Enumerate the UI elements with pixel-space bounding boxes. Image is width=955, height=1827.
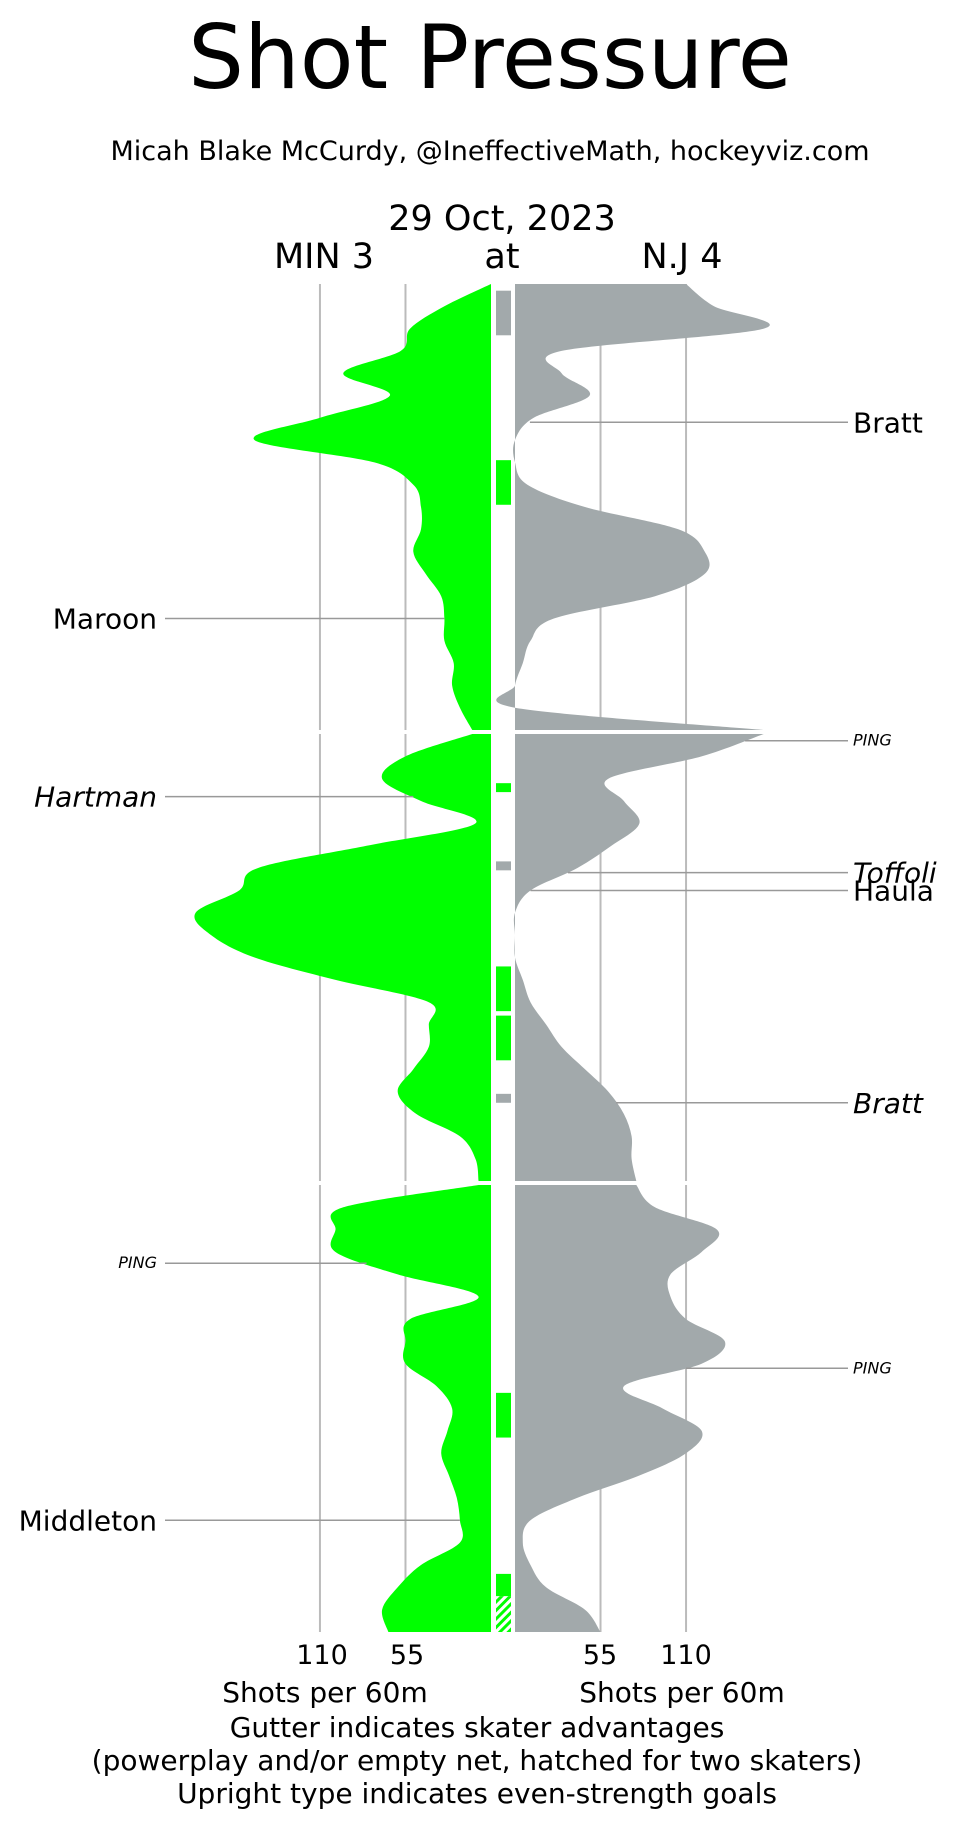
goal-label-7: Bratt — [853, 1087, 924, 1120]
gutter-block-5 — [496, 966, 511, 1012]
home-area-period-3 — [515, 1185, 726, 1632]
away-area-period-2 — [194, 734, 492, 1181]
game-date: 29 Oct, 2023 — [388, 199, 616, 239]
home-area-period-1 — [496, 284, 770, 730]
away-tick-110: 110 — [296, 1640, 348, 1671]
chart-title: Shot Pressure — [188, 6, 792, 109]
shot-rate-areas — [194, 284, 770, 1632]
gutter-block-4 — [496, 861, 511, 871]
goal-label-2: Maroon — [53, 603, 157, 636]
gutter-block-10 — [496, 1596, 511, 1632]
gutter-block-3 — [496, 783, 511, 793]
gutter-block-7 — [496, 1093, 511, 1103]
home-tick-110: 110 — [660, 1640, 712, 1671]
footnote-line-1: Gutter indicates skater advantages — [230, 1711, 725, 1744]
home-team-score: N.J 4 — [641, 237, 722, 277]
chart-subtitle: Micah Blake McCurdy, @IneffectiveMath, h… — [110, 136, 869, 167]
goal-label-6: Haula — [853, 875, 934, 908]
gutter-block-2 — [496, 460, 511, 505]
gutter-block-6 — [496, 1015, 511, 1061]
goal-label-8: PING — [118, 1253, 157, 1272]
at-label: at — [484, 237, 519, 277]
away-axis-label: Shots per 60m — [222, 1676, 427, 1709]
gutter-block-9 — [496, 1573, 511, 1597]
gutter-block-1 — [496, 290, 511, 336]
goal-label-3: PING — [853, 731, 892, 750]
goal-label-1: Bratt — [853, 406, 923, 439]
goal-label-4: Hartman — [34, 781, 157, 814]
away-tick-55: 55 — [390, 1640, 424, 1671]
footnote-line-2: (powerplay and/or empty net, hatched for… — [92, 1744, 863, 1777]
home-axis-label: Shots per 60m — [579, 1676, 784, 1709]
home-tick-55: 55 — [583, 1640, 617, 1671]
home-area-period-2 — [513, 734, 764, 1181]
gutter-block-8 — [496, 1392, 511, 1438]
away-area-period-3 — [330, 1185, 491, 1632]
goal-label-10: Middleton — [19, 1504, 157, 1537]
away-area-period-1 — [253, 284, 491, 730]
away-team-score: MIN 3 — [274, 237, 374, 277]
goal-label-5: Toffoli — [853, 857, 937, 890]
skater-advantage-gutter — [496, 290, 511, 1632]
goal-label-9: PING — [853, 1358, 892, 1377]
footnote-line-3: Upright type indicates even-strength goa… — [177, 1777, 777, 1810]
